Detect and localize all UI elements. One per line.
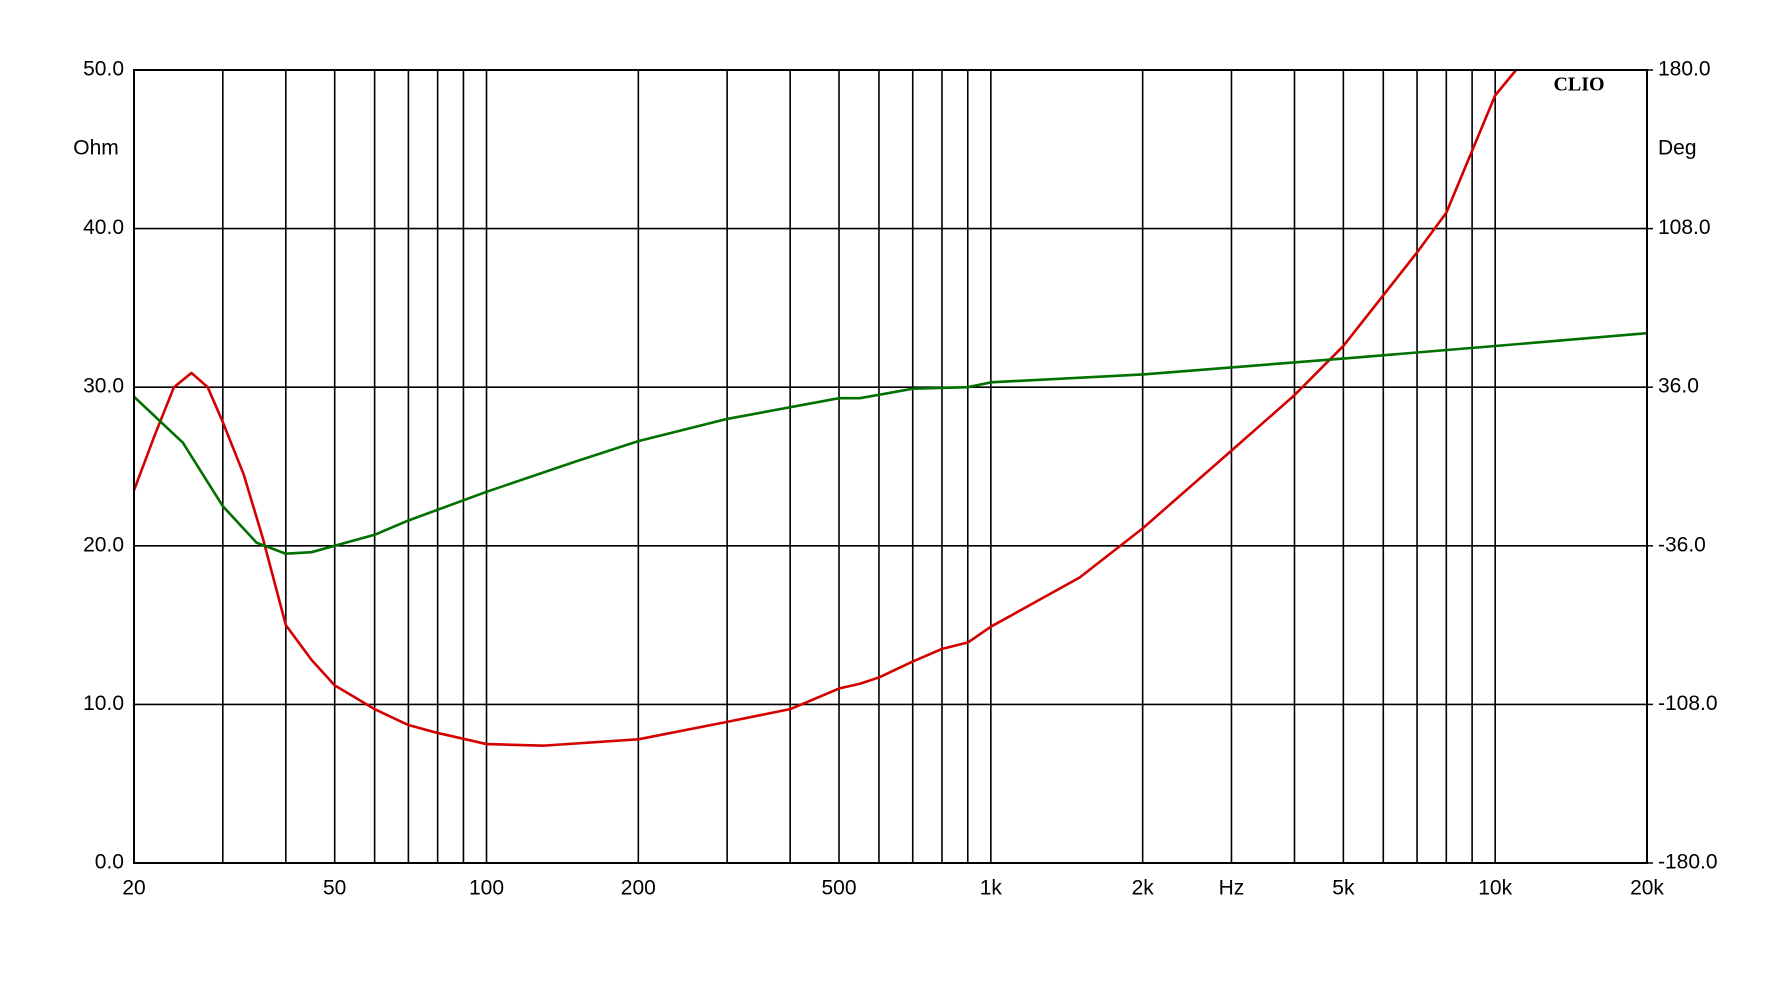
y2-tick-label: 108.0 — [1658, 216, 1711, 239]
watermark: CLIO — [1553, 74, 1604, 96]
x-tick-label: 100 — [469, 877, 504, 900]
x-tick-label: 50 — [323, 877, 346, 900]
y2-tick-label: -180.0 — [1658, 851, 1718, 874]
x-tick-label: 10k — [1478, 877, 1512, 900]
x-tick-label: 2k — [1132, 877, 1155, 900]
x-axis-label: Hz — [1219, 877, 1245, 900]
x-tick-label: 500 — [822, 877, 857, 900]
y2-tick-label: -36.0 — [1658, 533, 1706, 556]
plot-frame — [133, 69, 1648, 864]
y-tick-label: 30.0 — [83, 375, 124, 398]
x-tick-label: 20 — [122, 877, 145, 900]
grid — [133, 69, 1648, 864]
y-tick-label: 0.0 — [95, 851, 124, 874]
y-tick-label: 10.0 — [83, 692, 124, 715]
series-line — [134, 70, 1518, 747]
y2-axis-label: Deg — [1658, 137, 1697, 160]
x-tick-label: 200 — [621, 877, 656, 900]
y2-tick-label: 36.0 — [1658, 375, 1699, 398]
y-tick-label: 50.0 — [83, 58, 124, 81]
x-tick-label: 1k — [980, 877, 1003, 900]
x-tick-label: 5k — [1332, 877, 1355, 900]
y-tick-label: 40.0 — [83, 216, 124, 239]
plot-area — [134, 70, 1647, 747]
y-tick-label: 20.0 — [83, 533, 124, 556]
x-tick-label: 20k — [1630, 877, 1664, 900]
y-axis-label: Ohm — [73, 137, 119, 160]
y2-tick-label: -108.0 — [1658, 692, 1718, 715]
y2-tick-label: 180.0 — [1658, 58, 1711, 81]
series-line — [134, 331, 1647, 556]
